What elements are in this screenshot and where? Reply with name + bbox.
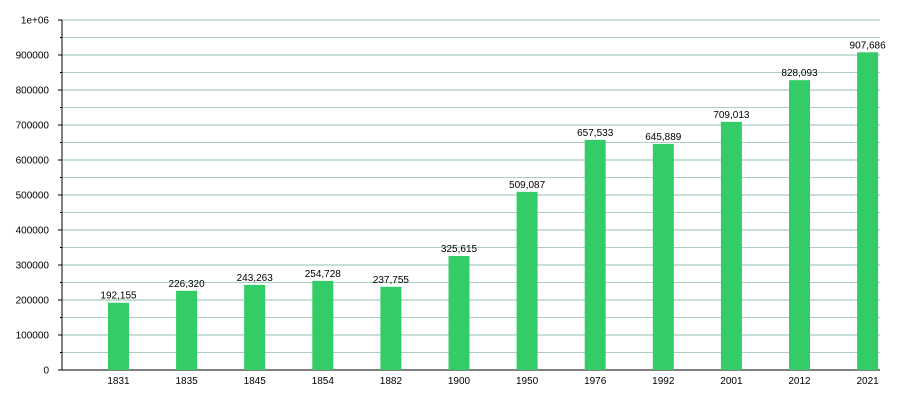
gridlines — [62, 19, 880, 353]
bar-2001 — [720, 121, 742, 370]
bar-2021 — [857, 52, 879, 370]
bar-1835 — [176, 290, 198, 370]
bar-1831 — [108, 302, 129, 370]
x-tick-label: 1992 — [652, 376, 675, 387]
y-tick-label: 1e+06 — [21, 16, 50, 27]
y-tick-label: 900000 — [16, 51, 50, 62]
x-tick-label: 1845 — [244, 376, 267, 387]
bar-1976 — [584, 139, 606, 370]
axes: 0 100000 200000 300000 400000 500000 600000 700… — [16, 16, 880, 377]
data-label-1845: 243,263 — [237, 273, 274, 284]
data-label-2021: 907,686 — [850, 40, 887, 51]
data-label-1900: 325,615 — [441, 244, 478, 255]
bar-1992 — [652, 143, 674, 370]
data-label-1950: 509,087 — [509, 180, 546, 191]
data-label-1882: 237,755 — [373, 275, 410, 286]
x-tick-label: 2012 — [788, 376, 811, 387]
data-label-2012: 828,093 — [781, 68, 818, 79]
y-tick-label: 400000 — [16, 226, 50, 237]
x-tick-label: 2001 — [720, 376, 743, 387]
labels: 1831 192,155 1835 226,320 1845 243,263 1854 254… — [100, 40, 886, 387]
y-tick-label: 800000 — [16, 86, 50, 97]
bar-1950 — [516, 191, 538, 370]
data-label-2001: 709,013 — [713, 110, 750, 121]
x-tick-label: 1882 — [380, 376, 403, 387]
bar-2012 — [789, 80, 810, 370]
y-tick-label: 300000 — [16, 261, 50, 272]
y-tick-label: 700000 — [16, 121, 50, 132]
y-tick-label: 100000 — [16, 331, 50, 342]
data-label-1831: 192,155 — [100, 291, 137, 302]
y-tick-label: 600000 — [16, 156, 50, 167]
data-label-1992: 645,889 — [645, 132, 682, 143]
y-tick-label: 0 — [43, 366, 49, 377]
data-label-1976: 657,533 — [577, 128, 614, 139]
x-tick-label: 1900 — [448, 376, 471, 387]
y-tick-label: 200000 — [16, 296, 50, 307]
data-label-1835: 226,320 — [169, 279, 206, 290]
x-tick-label: 2021 — [856, 376, 879, 387]
bar-1882 — [380, 286, 402, 370]
x-tick-label: 1835 — [175, 376, 198, 387]
y-tick-label: 500000 — [16, 191, 50, 202]
bar-1845 — [244, 284, 266, 370]
bar-1854 — [312, 280, 334, 370]
bar-1900 — [448, 256, 470, 370]
data-label-1854: 254,728 — [305, 269, 342, 280]
x-tick-label: 1854 — [312, 376, 335, 387]
bars — [108, 52, 879, 370]
x-tick-label: 1831 — [107, 376, 130, 387]
x-tick-label: 1950 — [516, 376, 539, 387]
x-tick-label: 1976 — [584, 376, 607, 387]
